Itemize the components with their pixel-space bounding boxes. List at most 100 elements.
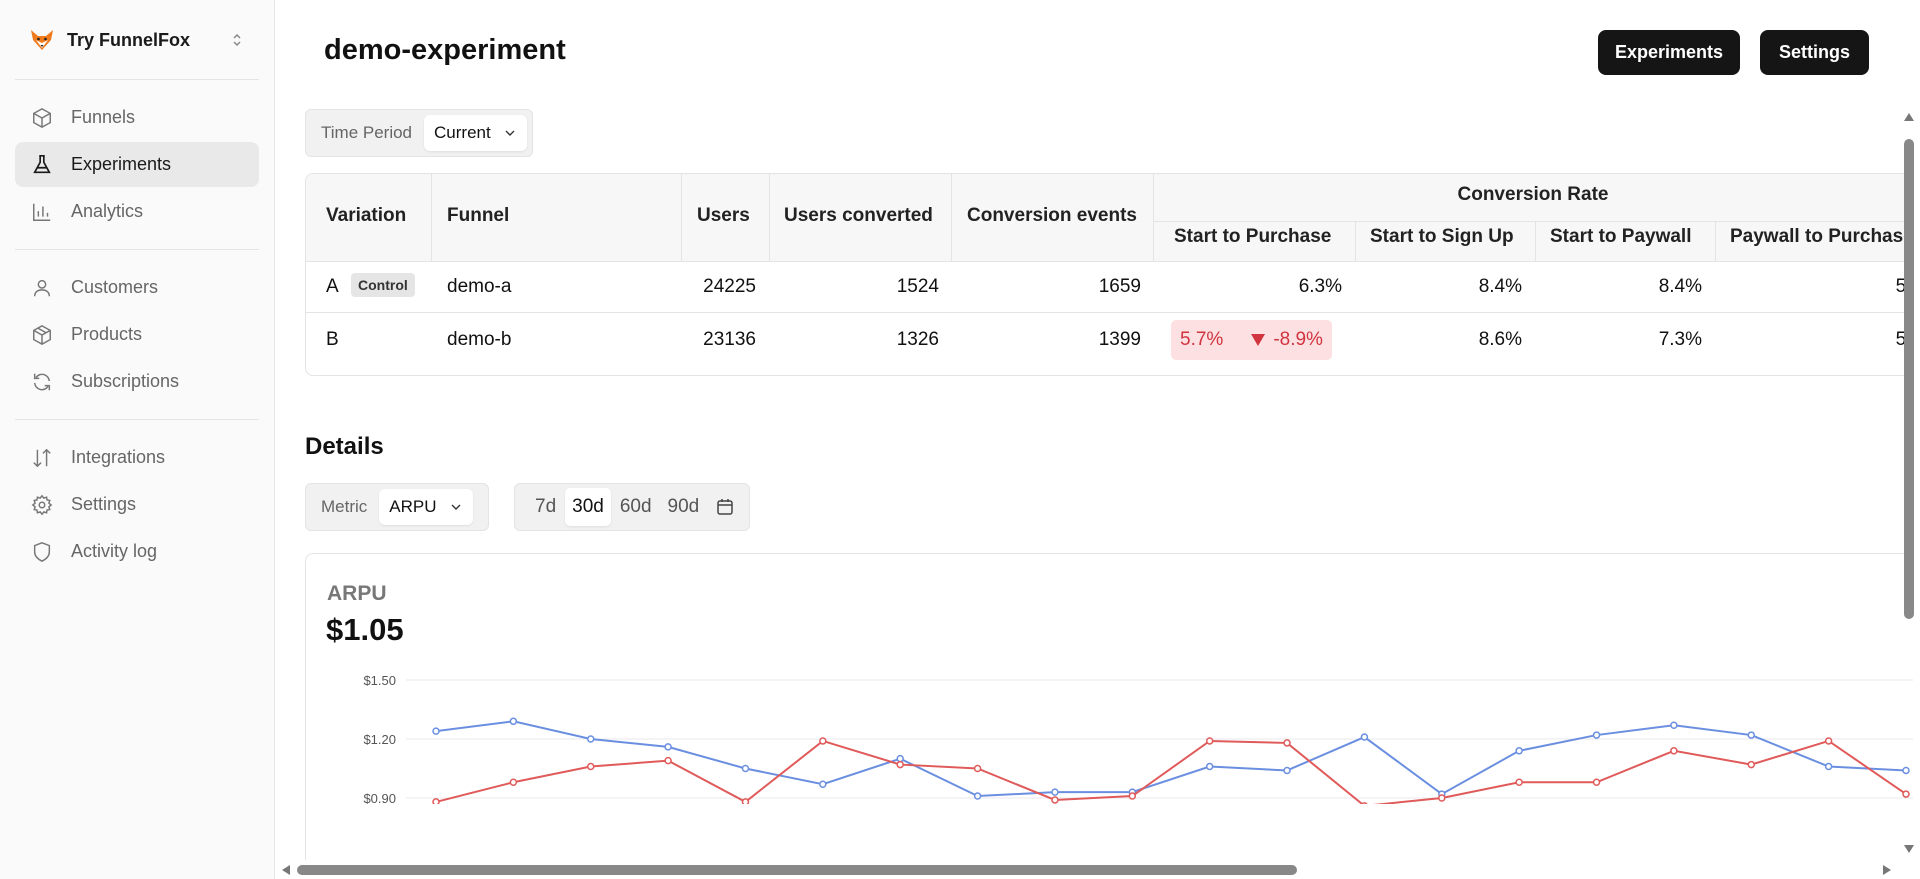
data-point[interactable] [1592,778,1601,787]
data-point[interactable] [1361,802,1368,809]
user-icon [33,279,51,296]
vertical-scrollbar[interactable] [1898,105,1920,860]
data-point[interactable] [1824,762,1833,771]
data-point[interactable] [1051,796,1059,804]
column-divider [1355,221,1356,262]
cell-funnel: demo-a [447,276,512,297]
page-header: demo-experiment Experiments Settings [275,0,1920,105]
data-point[interactable] [432,727,440,735]
negative-delta-pill: 5.7% -8.9% [1171,320,1332,360]
cell-users: 24225 [703,276,756,297]
data-point[interactable] [741,798,750,805]
data-point[interactable] [1902,766,1910,775]
cell-variation: B [326,329,339,350]
sidebar-item-experiments[interactable]: Experiments [15,142,259,187]
data-point[interactable] [1283,766,1291,775]
data-point[interactable] [819,780,827,788]
data-point[interactable] [1747,760,1756,769]
column-divider [1153,174,1154,262]
control-badge: Control [351,273,415,297]
workspace-switcher[interactable]: Try FunnelFox [15,16,259,64]
range-7d-button[interactable]: 7d [535,496,557,517]
scroll-up-arrow-icon[interactable] [1904,113,1914,121]
column-header-users: Users [697,205,750,226]
data-point[interactable] [1515,778,1523,787]
data-point[interactable] [1283,739,1291,747]
sidebar-item-label: Funnels [71,107,136,127]
metric-select[interactable]: ARPU [379,489,473,525]
sidebar-item-customers[interactable]: Customers [15,265,259,310]
horizontal-scroll-thumb[interactable] [297,865,1297,875]
data-point[interactable] [432,798,440,805]
sidebar-item-label: Products [71,324,143,344]
results-table: Variation Funnel Users Users converted C… [305,173,1913,376]
data-point[interactable] [973,792,982,800]
data-point[interactable] [1515,747,1523,755]
data-point[interactable] [1824,737,1833,745]
range-90d-button[interactable]: 90d [667,496,700,517]
data-point[interactable] [586,735,595,743]
experiments-button[interactable]: Experiments [1598,30,1740,75]
time-period-value: Current [434,123,491,142]
range-60d-button[interactable]: 60d [619,496,652,517]
row-divider [306,312,1913,313]
vertical-scroll-thumb[interactable] [1904,139,1914,619]
chevron-down-icon [451,504,461,510]
data-point[interactable] [509,717,518,726]
data-point[interactable] [1438,794,1446,802]
data-point[interactable] [1205,762,1214,771]
data-point[interactable] [1051,788,1059,796]
data-point[interactable] [1902,790,1910,798]
sidebar-item-activity-log[interactable]: Activity log [15,529,259,574]
arpu-line-chart: $1.50 $1.20 $0.90 [363,673,1913,809]
data-point[interactable] [896,754,904,763]
metric-filter: Metric ARPU [305,483,489,531]
scroll-right-arrow-icon[interactable] [1883,865,1891,875]
column-header-funnel: Funnel [447,205,510,226]
sidebar-item-subscriptions[interactable]: Subscriptions [15,359,259,404]
fox-logo-icon [31,30,53,50]
chevron-up-down-icon [233,33,241,47]
settings-button[interactable]: Settings [1760,30,1869,75]
sidebar-item-settings[interactable]: Settings [15,482,259,527]
sidebar-item-integrations[interactable]: Integrations [15,435,259,480]
sidebar-item-analytics[interactable]: Analytics [15,189,259,234]
sidebar-item-funnels[interactable]: Funnels [15,95,259,140]
cell-conversion-events: 1399 [1098,329,1141,350]
flask-icon [33,154,51,173]
data-point[interactable] [1747,731,1756,739]
gear-icon [31,494,53,515]
column-group-conversion-rate: Conversion Rate [1457,184,1609,205]
scroll-down-arrow-icon[interactable] [1904,845,1914,853]
data-point[interactable] [896,760,904,769]
data-point[interactable] [741,764,750,773]
data-point[interactable] [586,762,595,771]
data-point[interactable] [664,743,672,751]
horizontal-scrollbar[interactable] [275,860,1898,879]
data-point[interactable] [1670,721,1678,729]
sidebar-item-label: Experiments [71,154,172,174]
calendar-button[interactable] [708,488,742,526]
cell-start-to-sign-up: 8.4% [1478,276,1522,297]
data-point[interactable] [819,737,827,745]
time-period-select[interactable]: Current [424,115,527,151]
data-point[interactable] [1128,792,1137,800]
data-point[interactable] [1360,733,1369,741]
data-point[interactable] [973,764,982,773]
data-point[interactable] [1670,747,1678,755]
sidebar-item-products[interactable]: Products [15,312,259,357]
data-point[interactable] [1592,731,1601,739]
sidebar-divider [15,79,259,80]
sidebar-item-label: Settings [71,494,137,514]
data-point[interactable] [509,778,518,787]
sidebar: Try FunnelFox Funnels Experiments Analyt… [0,0,275,879]
column-header-start-to-sign-up: Start to Sign Up [1370,226,1514,247]
data-point[interactable] [1205,737,1214,745]
data-point[interactable] [664,756,672,765]
column-divider [431,174,432,262]
arrows-up-down-icon [33,448,51,467]
scroll-left-arrow-icon[interactable] [282,865,290,875]
table-header: Variation Funnel Users Users converted C… [306,174,1913,262]
range-30d-button[interactable]: 30d [565,488,611,526]
